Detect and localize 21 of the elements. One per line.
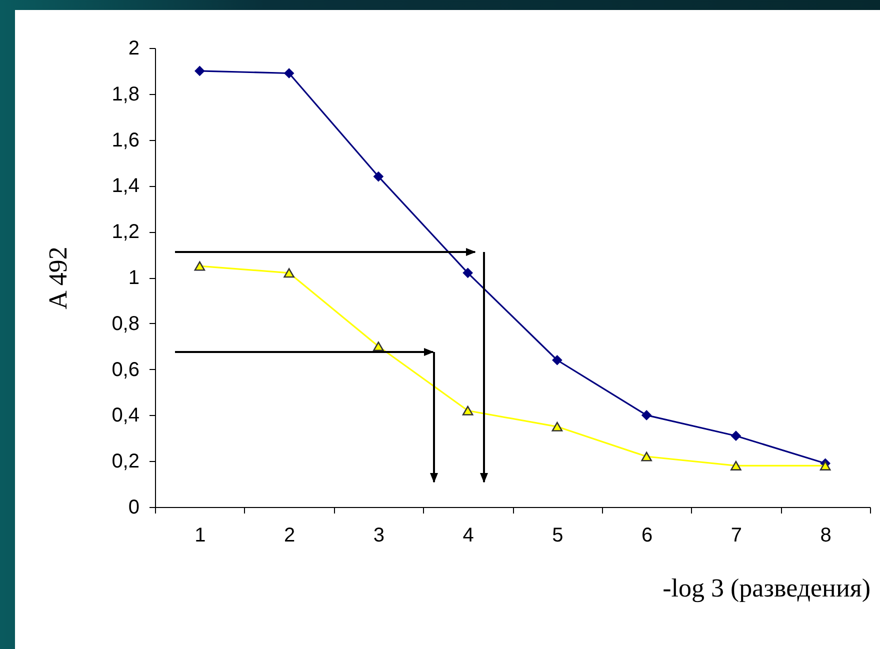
y-tick-label: 0,2 xyxy=(112,450,140,473)
y-axis-title: A 492 xyxy=(44,246,73,310)
x-tick-label: 6 xyxy=(642,524,653,546)
y-tick-label: 0,4 xyxy=(112,404,140,427)
y-tick-label: 1,4 xyxy=(112,175,140,198)
x-tick-label: 1 xyxy=(194,524,206,546)
y-tick-label: 2 xyxy=(128,38,140,60)
y-tick-label: 1,8 xyxy=(112,83,140,106)
x-tick-label: 4 xyxy=(462,524,474,546)
y-tick-label: 1,6 xyxy=(112,129,140,152)
y-tick-label: 1,2 xyxy=(112,221,140,244)
y-tick-label: 0,6 xyxy=(112,358,140,381)
x-tick-label: 7 xyxy=(730,524,742,546)
y-tick-label: 1 xyxy=(128,267,140,289)
y-tick-label: 0,8 xyxy=(112,312,140,335)
x-tick-label: 5 xyxy=(552,524,564,546)
x-tick-label: 8 xyxy=(820,524,832,546)
y-tick-label: 0 xyxy=(128,496,140,518)
x-tick-label: 2 xyxy=(284,524,296,546)
x-tick-label: 3 xyxy=(373,524,384,546)
x-axis-title: -log 3 (разведения) xyxy=(662,574,870,602)
